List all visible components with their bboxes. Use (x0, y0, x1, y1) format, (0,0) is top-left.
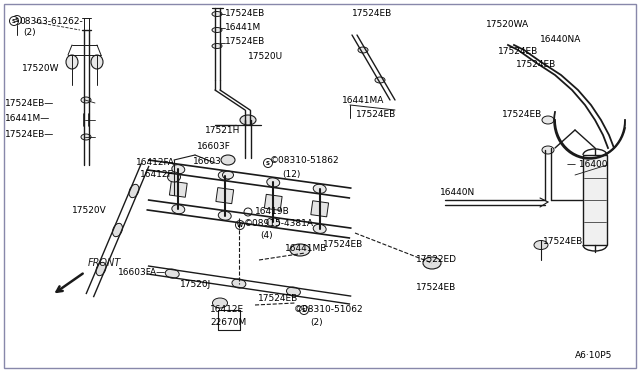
Ellipse shape (212, 28, 222, 32)
Ellipse shape (218, 211, 231, 220)
Ellipse shape (240, 115, 256, 125)
Text: 16440NA: 16440NA (540, 35, 581, 44)
Text: (12): (12) (282, 170, 300, 179)
Text: 17520J: 17520J (180, 280, 211, 289)
Text: — 16400: — 16400 (567, 160, 607, 169)
Text: 17524EB: 17524EB (356, 110, 396, 119)
Ellipse shape (267, 178, 280, 187)
Ellipse shape (168, 172, 180, 182)
Text: 16441MA: 16441MA (342, 96, 385, 105)
Text: 17520V: 17520V (72, 206, 107, 215)
Text: 16440N: 16440N (440, 188, 476, 197)
Text: S: S (12, 19, 16, 23)
Text: ©08915-4381A: ©08915-4381A (244, 219, 314, 228)
Ellipse shape (313, 224, 326, 233)
Text: 17524EB—: 17524EB— (5, 130, 54, 139)
Circle shape (244, 208, 252, 216)
Ellipse shape (81, 134, 91, 140)
Text: 16603FA—: 16603FA— (118, 268, 166, 277)
Text: 17521H: 17521H (205, 126, 241, 135)
Ellipse shape (91, 55, 103, 69)
Ellipse shape (129, 184, 139, 198)
Ellipse shape (223, 171, 234, 179)
Ellipse shape (218, 171, 231, 180)
Text: 17520WA: 17520WA (486, 20, 529, 29)
Text: FRONT: FRONT (88, 258, 121, 268)
Ellipse shape (542, 116, 554, 124)
Text: 16412FA: 16412FA (136, 158, 175, 167)
Ellipse shape (212, 44, 222, 48)
Bar (264, 194, 282, 211)
Ellipse shape (212, 298, 227, 308)
Ellipse shape (96, 262, 106, 276)
Text: 17524EB: 17524EB (416, 283, 456, 292)
Bar (583, 155, 607, 245)
Text: 17520U: 17520U (248, 52, 283, 61)
Ellipse shape (290, 244, 310, 256)
Bar (170, 181, 187, 197)
Ellipse shape (423, 257, 441, 269)
Text: 17522ED: 17522ED (416, 255, 457, 264)
Text: 17524EB: 17524EB (498, 47, 538, 56)
Ellipse shape (172, 165, 185, 174)
Text: 16412F: 16412F (140, 170, 173, 179)
Ellipse shape (358, 47, 368, 53)
Ellipse shape (287, 287, 300, 296)
Text: 16603: 16603 (193, 157, 221, 166)
Ellipse shape (267, 218, 280, 227)
Text: 16441M—: 16441M— (5, 114, 51, 123)
Text: ©08310-51862: ©08310-51862 (270, 156, 340, 165)
Ellipse shape (66, 55, 78, 69)
Text: 17520W: 17520W (22, 64, 60, 73)
Text: 17524EB: 17524EB (225, 37, 265, 46)
Text: (4): (4) (260, 231, 273, 240)
Text: 16441M: 16441M (225, 23, 261, 32)
Circle shape (10, 16, 19, 26)
Circle shape (13, 16, 22, 25)
Ellipse shape (212, 12, 222, 16)
Ellipse shape (165, 269, 179, 278)
Text: 17524EB: 17524EB (225, 9, 265, 18)
Text: S: S (15, 17, 19, 22)
Circle shape (264, 158, 273, 167)
Ellipse shape (542, 146, 554, 154)
Ellipse shape (232, 279, 246, 288)
Text: (2): (2) (23, 28, 36, 37)
Text: 16603F: 16603F (197, 142, 231, 151)
Text: 22670M: 22670M (210, 318, 246, 327)
Bar (216, 187, 234, 204)
Bar (311, 201, 328, 217)
Text: S: S (302, 308, 306, 312)
Text: 17524EB: 17524EB (323, 240, 364, 249)
Text: 16412E: 16412E (210, 305, 244, 314)
Ellipse shape (221, 155, 235, 165)
Ellipse shape (375, 77, 385, 83)
Text: 08363-61262-: 08363-61262- (19, 17, 83, 26)
Ellipse shape (172, 205, 185, 214)
Text: 17524EB: 17524EB (352, 9, 392, 18)
Text: A6·10P5: A6·10P5 (575, 351, 612, 360)
Circle shape (236, 221, 244, 230)
Text: 16441MB: 16441MB (285, 244, 328, 253)
Text: 17524EB: 17524EB (502, 110, 542, 119)
Text: W: W (237, 222, 243, 228)
Text: 17524EB: 17524EB (543, 237, 583, 246)
Text: 17524EB: 17524EB (258, 294, 298, 303)
Ellipse shape (113, 223, 122, 237)
Text: (2): (2) (310, 318, 323, 327)
Text: 17524EB—: 17524EB— (5, 99, 54, 108)
Ellipse shape (81, 97, 91, 103)
Circle shape (300, 305, 308, 314)
Text: 16419B: 16419B (255, 207, 290, 216)
Text: ©08310-51062: ©08310-51062 (294, 305, 364, 314)
Text: S: S (266, 160, 270, 166)
Ellipse shape (534, 241, 548, 250)
Ellipse shape (313, 184, 326, 193)
Text: 17524EB: 17524EB (516, 60, 556, 69)
